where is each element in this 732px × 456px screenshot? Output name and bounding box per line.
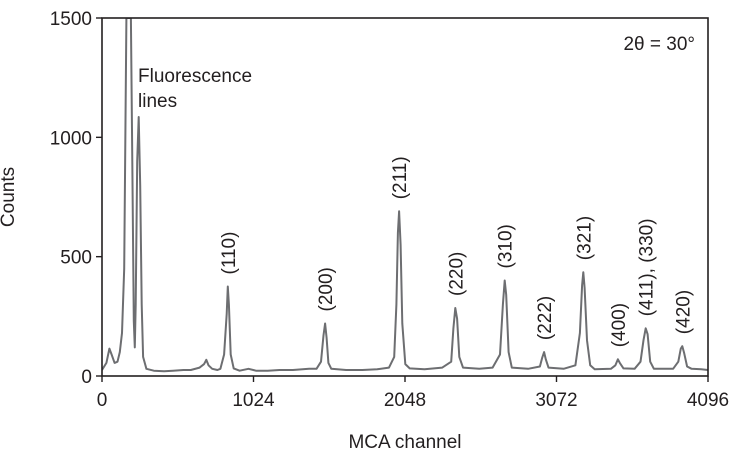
peak-label: (400) bbox=[609, 303, 630, 347]
x-tick-label: 0 bbox=[97, 390, 108, 411]
peak-label: (200) bbox=[316, 267, 337, 311]
peak-label: (321) bbox=[574, 216, 595, 260]
peak-label: (222) bbox=[535, 296, 556, 340]
spectrum-line-0 bbox=[102, 18, 708, 373]
y-tick-label: 1500 bbox=[50, 9, 92, 30]
peak-label: (420) bbox=[673, 290, 694, 334]
peak-labels-layer: (110) (200) (211) (220) (310) (222) (321) (400)… bbox=[219, 156, 694, 347]
y-axis-title: Counts bbox=[0, 167, 19, 227]
y-tick-label: 500 bbox=[60, 248, 92, 269]
ticks-layer: 0 1024 2048 3072 4096 0 500 1000 1500 bbox=[50, 9, 729, 411]
angle-annotation: 2θ = 30° bbox=[623, 34, 695, 55]
x-tick-label: 3072 bbox=[535, 390, 577, 411]
y-tick-label: 0 bbox=[81, 367, 92, 388]
x-axis-title: MCA channel bbox=[348, 432, 461, 453]
y-tick-label: 1000 bbox=[50, 128, 92, 149]
peak-label: (220) bbox=[446, 252, 467, 296]
fluorescence-label-line1: Fluorescence bbox=[138, 66, 252, 87]
fluorescence-label-line2: lines bbox=[138, 91, 177, 112]
x-tick-label: 1024 bbox=[232, 390, 275, 411]
series-layer bbox=[102, 18, 708, 373]
peak-label: (411), (330) bbox=[637, 218, 658, 316]
peak-label: (211) bbox=[390, 156, 411, 199]
x-tick-label: 2048 bbox=[384, 390, 426, 411]
peak-label: (310) bbox=[496, 224, 517, 268]
x-tick-label: 4096 bbox=[687, 390, 729, 411]
peak-label: (110) bbox=[219, 232, 240, 275]
